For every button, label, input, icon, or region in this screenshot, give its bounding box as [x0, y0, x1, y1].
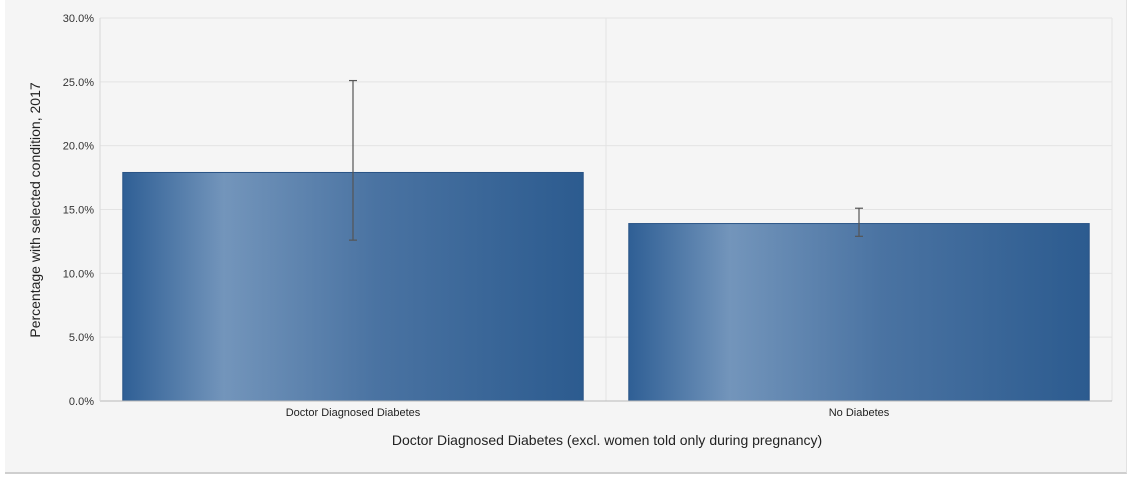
y-tick-label: 20.0% [63, 141, 94, 153]
x-tick-labels: Doctor Diagnosed Diabetes No Diabetes [286, 407, 890, 419]
axes [99, 18, 1112, 402]
error-bar [349, 79, 357, 241]
y-tick-label: 10.0% [63, 268, 94, 280]
y-tick-label: 25.0% [63, 77, 94, 89]
x-tick-label: No Diabetes [829, 407, 890, 419]
y-axis-title: Percentage with selected condition, 2017 [27, 82, 43, 337]
error-bars [349, 79, 863, 241]
y-tick-label: 30.0% [63, 13, 94, 25]
y-tick-label: 5.0% [69, 332, 94, 344]
bar [628, 223, 1090, 402]
y-tick-label: 0.0% [69, 396, 94, 408]
error-bar [855, 207, 863, 237]
y-tick-label: 15.0% [63, 205, 94, 217]
x-tick-label: Doctor Diagnosed Diabetes [286, 407, 421, 419]
y-tick-labels: 0.0% 5.0% 10.0% 15.0% 20.0% 25.0% 30.0% [63, 13, 94, 408]
x-axis-title: Doctor Diagnosed Diabetes (excl. women t… [392, 432, 822, 448]
